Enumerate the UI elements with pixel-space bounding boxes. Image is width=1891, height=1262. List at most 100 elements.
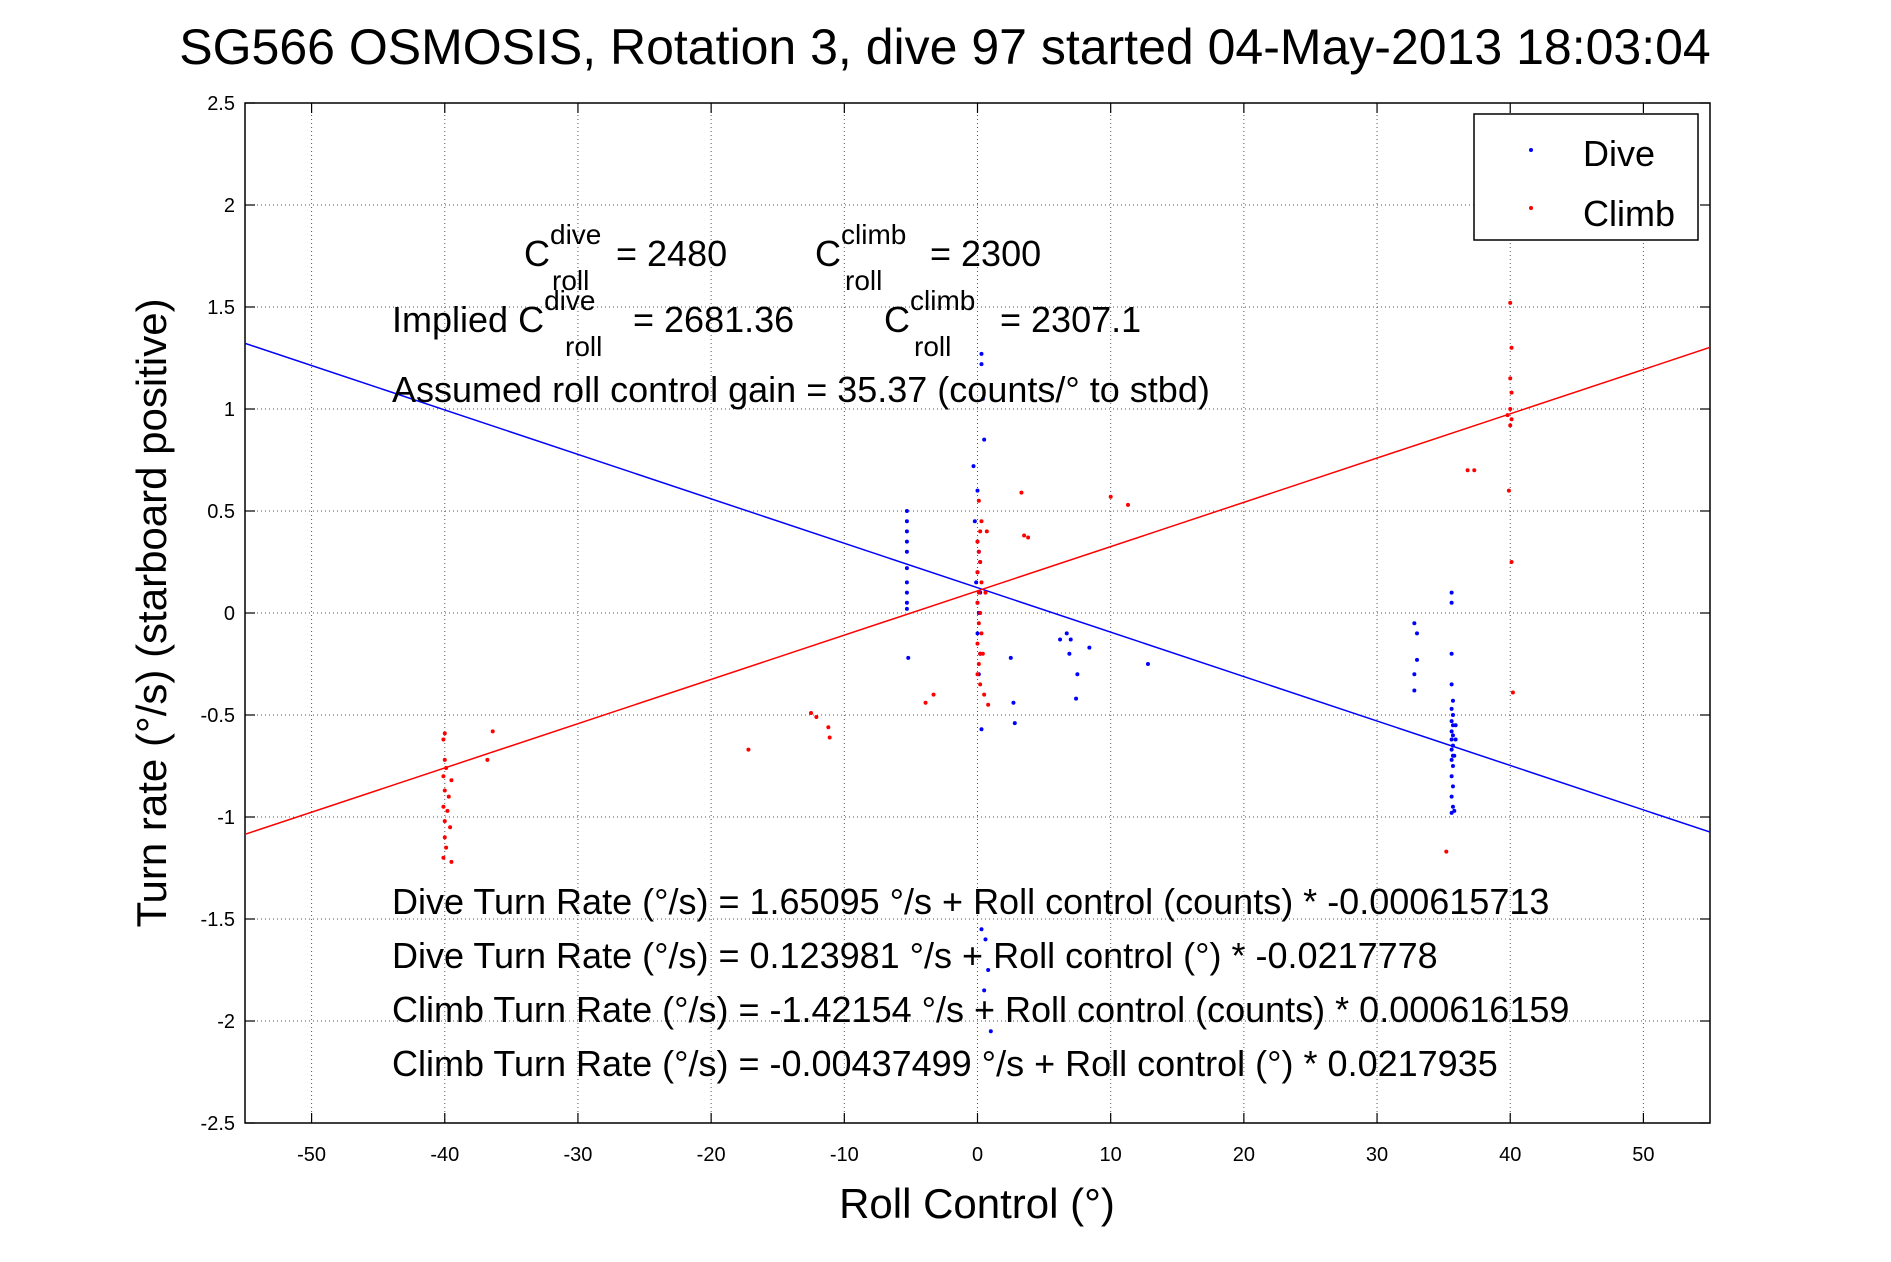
- dive-point: [904, 539, 909, 544]
- climb-point: [976, 590, 981, 595]
- climb-point: [979, 519, 984, 524]
- climb-point: [978, 560, 983, 564]
- climb-point: [442, 819, 447, 824]
- climb-point: [441, 855, 446, 860]
- dive-point: [1075, 672, 1080, 677]
- climb-point: [976, 621, 981, 626]
- x-tick-label: 10: [1100, 1144, 1122, 1166]
- x-tick-label: -20: [697, 1144, 726, 1166]
- legend-climb-marker: [1529, 206, 1533, 210]
- implied-annotation: Implied Cdive roll= 2681.36: [392, 285, 794, 362]
- climb-points: [441, 300, 1515, 864]
- dive-point: [1415, 631, 1419, 636]
- climb-point: [1509, 345, 1514, 350]
- climb-point: [1125, 502, 1130, 507]
- legend-dive-marker: [1529, 148, 1533, 152]
- climb-point: [1505, 413, 1510, 418]
- y-axis-label: Turn rate (°/s) (starboard positive): [128, 298, 175, 927]
- climb-point: [442, 788, 447, 793]
- climb-point: [978, 611, 983, 615]
- y-tick-label: 2: [224, 195, 235, 217]
- equation-4: Climb Turn Rate (°/s) = -0.00437499 °/s …: [392, 1043, 1498, 1084]
- legend-box: [1473, 113, 1699, 241]
- legend-dive-label: Dive: [1583, 133, 1655, 174]
- y-tick-label: 0.5: [207, 501, 235, 523]
- dive-point: [975, 631, 980, 636]
- dive-point: [904, 509, 909, 513]
- dive-fit-line: [245, 342, 1710, 833]
- x-tick-label: -50: [297, 1144, 326, 1166]
- climb-point: [976, 549, 981, 554]
- climb-point: [1510, 690, 1515, 695]
- climb-point: [442, 731, 447, 736]
- climb-point: [448, 825, 453, 830]
- implied-climb-annotation: Cclimb roll= 2307.1: [884, 285, 1141, 362]
- grid: [245, 103, 1710, 1123]
- dive-point: [1449, 706, 1454, 711]
- climb-point: [809, 710, 814, 715]
- dive-point: [904, 590, 909, 595]
- climb-point: [1509, 560, 1514, 564]
- climb-point: [444, 766, 449, 771]
- x-tick-label: 20: [1233, 1144, 1255, 1166]
- dive-point: [1450, 764, 1455, 768]
- c-roll-climb-annotation: Cclimb roll= 2300: [815, 219, 1041, 296]
- dive-point: [1449, 719, 1454, 724]
- dive-point: [979, 927, 984, 932]
- dive-point: [1452, 753, 1457, 758]
- dive-point: [979, 362, 984, 367]
- dive-point: [1449, 747, 1454, 752]
- climb-point: [485, 757, 490, 762]
- climb-point: [976, 498, 981, 503]
- climb-point: [1026, 535, 1031, 540]
- y-tick-label: 0: [224, 603, 235, 625]
- dive-point: [906, 655, 911, 660]
- dive-point: [1064, 631, 1069, 636]
- dive-point: [1058, 637, 1063, 642]
- dive-point: [1450, 743, 1455, 748]
- climb-point: [1508, 407, 1513, 411]
- dive-point: [975, 488, 980, 493]
- y-tick-label: 1: [224, 399, 235, 421]
- climb-point: [975, 672, 980, 677]
- dive-point: [972, 519, 977, 524]
- dive-point: [1412, 688, 1417, 693]
- climb-point: [446, 794, 451, 799]
- dive-point: [986, 968, 991, 972]
- dive-point: [982, 988, 987, 993]
- dive-point: [1412, 621, 1417, 626]
- climb-point: [814, 715, 819, 720]
- dive-point: [1087, 645, 1092, 650]
- climb-point: [931, 692, 936, 697]
- dive-point: [1415, 657, 1419, 662]
- climb-point: [975, 600, 980, 605]
- x-tick-label: 50: [1632, 1144, 1654, 1166]
- climb-point: [1108, 494, 1113, 499]
- legend-climb-label: Climb: [1583, 193, 1675, 234]
- dive-point: [1450, 784, 1455, 789]
- dive-point: [1452, 808, 1457, 813]
- x-tick-label: -10: [830, 1144, 859, 1166]
- climb-point: [975, 539, 980, 544]
- dive-point: [1008, 655, 1013, 660]
- x-axis-label: Roll Control (°): [839, 1180, 1115, 1227]
- climb-point: [1508, 300, 1513, 305]
- climb-point: [490, 729, 495, 734]
- climb-point: [1022, 533, 1027, 538]
- climb-point: [979, 631, 984, 636]
- climb-point: [441, 804, 446, 809]
- dive-point: [1449, 651, 1454, 656]
- climb-point: [1508, 423, 1513, 428]
- climb-point: [1019, 490, 1024, 495]
- x-axis: -50 -40 -30 -20 -10 0 10 20 30 40 50: [297, 103, 1655, 1166]
- climb-point: [923, 700, 928, 705]
- dive-point: [1449, 729, 1454, 734]
- dive-point: [1450, 804, 1455, 809]
- y-tick-label: -1.5: [201, 909, 235, 931]
- climb-point: [1506, 488, 1511, 493]
- dive-point: [1145, 662, 1150, 666]
- equation-3: Climb Turn Rate (°/s) = -1.42154 °/s + R…: [392, 989, 1569, 1030]
- dive-point: [988, 1029, 993, 1034]
- gain-annotation: Assumed roll control gain = 35.37 (count…: [392, 369, 1210, 410]
